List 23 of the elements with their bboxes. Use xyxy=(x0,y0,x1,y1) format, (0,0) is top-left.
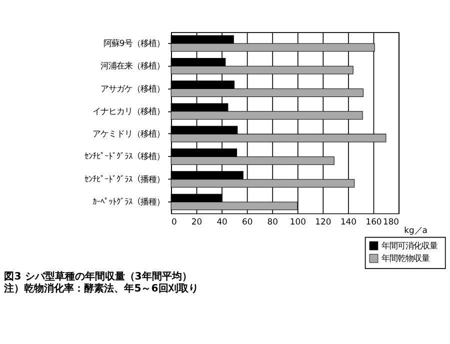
legend-label: 年間可消化収量 xyxy=(382,240,438,250)
x-tick-label: 80 xyxy=(267,216,278,227)
x-tick-label: 20 xyxy=(191,216,202,227)
y-tick-label: ｾﾝﾁﾋﾟｰﾄﾞｸﾞﾗｽ（移植） xyxy=(84,151,165,162)
x-tick-label: 0 xyxy=(171,216,177,227)
y-tick-label: イナヒカリ（移植） xyxy=(92,106,165,116)
x-axis-title: kg／a xyxy=(404,225,428,236)
x-tick-label: 100 xyxy=(290,216,306,227)
x-tick-label: 140 xyxy=(340,216,356,227)
x-tick-label: 120 xyxy=(315,216,332,227)
text: 注）乾物消化率：酵素法、年5～6回刈取り xyxy=(3,282,198,294)
y-tick-label: アケミドリ（移植） xyxy=(92,128,165,139)
x-tick-label: 40 xyxy=(216,216,228,227)
text: 図3 シバ型草種の年間収量（3年間平均） xyxy=(4,270,192,282)
y-tick-label: ｾﾝﾁﾋﾟｰﾄﾞｸﾞﾗｽ（播種） xyxy=(84,174,165,184)
x-tick-label: 160 xyxy=(366,216,382,227)
y-tick-label: 阿蘇9号（移植） xyxy=(103,38,165,48)
y-tick-label: アサガケ（移植） xyxy=(100,83,165,94)
x-tick-label: 60 xyxy=(242,216,253,227)
y-tick-label: ｶｰﾍﾟｯﾄｸﾞﾗｽ（播種） xyxy=(92,196,165,207)
y-tick-label: 河浦在来（移植） xyxy=(100,60,165,71)
legend-label: 年間乾物収量 xyxy=(382,252,430,263)
x-tick-label: 180 xyxy=(382,216,400,227)
